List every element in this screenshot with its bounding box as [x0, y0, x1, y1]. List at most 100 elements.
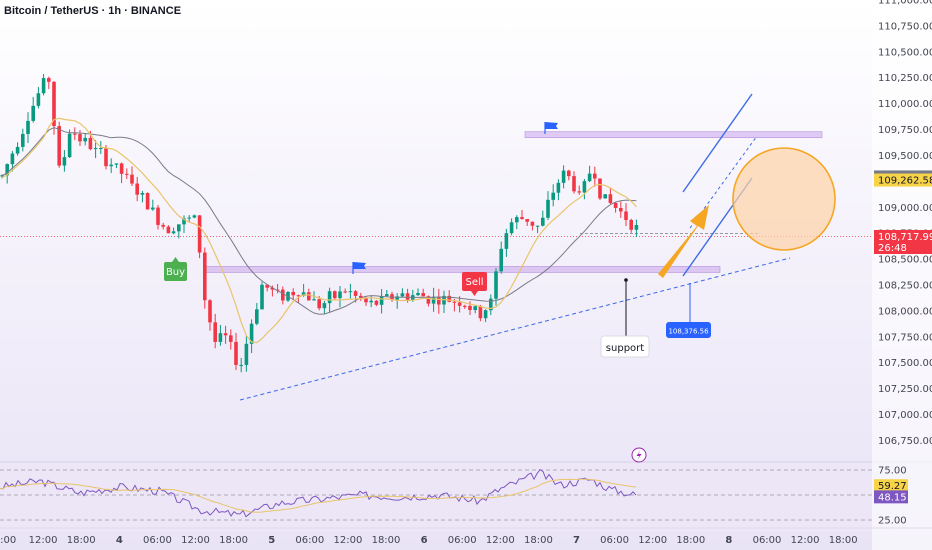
candle-body — [577, 191, 581, 193]
rsi-value-tag-text: 48.15 — [878, 492, 907, 503]
ascending-trendline[interactable] — [239, 257, 791, 401]
price-tag-text: 109,262.58 — [878, 176, 932, 187]
buy-label-pointer — [172, 257, 179, 262]
candle — [530, 221, 535, 231]
candle-body — [624, 211, 628, 220]
price-label-box — [666, 322, 711, 338]
candle-body — [473, 306, 477, 311]
candle — [457, 296, 462, 313]
candle-body — [457, 302, 462, 306]
up-arrow-icon[interactable] — [658, 205, 709, 278]
candle — [145, 192, 150, 210]
candle — [249, 319, 254, 354]
rsi-line — [0, 469, 637, 518]
candle-body — [125, 173, 129, 175]
target-circle[interactable] — [732, 147, 836, 251]
time-tick-label: 12:00 — [29, 535, 58, 546]
candle-body — [78, 134, 82, 142]
candle — [473, 305, 477, 314]
sell-label-pointer — [471, 291, 478, 296]
candle — [593, 166, 597, 187]
candle-body — [255, 309, 259, 324]
candle — [338, 285, 342, 308]
price-label[interactable]: 108,376.56 — [666, 322, 711, 338]
candle — [104, 144, 108, 170]
candle — [603, 194, 607, 199]
candle-body — [385, 294, 389, 296]
buy-label[interactable]: Buy — [164, 257, 187, 281]
time-tick-label: 12:00 — [486, 535, 515, 546]
candle — [509, 218, 514, 236]
time-tick-label: 18:00 — [524, 535, 553, 546]
candle-body — [520, 217, 524, 220]
candle-body — [249, 323, 254, 344]
candle-body — [265, 284, 269, 288]
price-tick-label: 107,500.00 — [878, 358, 932, 369]
price-tick-label: 107,000.00 — [878, 410, 932, 421]
price-tick-label: 107,250.00 — [878, 384, 932, 395]
candle — [197, 215, 202, 259]
price-tick-label: 110,750.00 — [878, 21, 932, 32]
candle-body — [312, 299, 316, 301]
candle — [156, 204, 160, 230]
chart-title: Bitcoin / TetherUS · 1h · BINANCE — [4, 5, 182, 17]
sell-label-box — [462, 272, 487, 291]
candle-body — [114, 163, 119, 165]
flag-icon[interactable] — [544, 122, 558, 134]
candle-body — [47, 78, 51, 82]
candle-body — [619, 208, 623, 212]
candle — [608, 188, 613, 205]
candle-body — [270, 287, 275, 290]
price-tag-text: 108,717.99 — [878, 232, 932, 243]
candle-body — [67, 133, 72, 158]
candle-body — [499, 248, 503, 272]
sell-label-text: Sell — [465, 277, 483, 288]
support-zone[interactable] — [203, 266, 721, 273]
candle-body — [213, 322, 217, 342]
support-callout-box — [600, 335, 650, 358]
candle — [99, 141, 103, 155]
candle-body — [541, 217, 545, 226]
candle-body — [182, 218, 186, 225]
time-tick-label: 12:00 — [333, 535, 362, 546]
candle — [26, 112, 30, 144]
candle-body — [218, 333, 223, 342]
candle-body — [26, 120, 30, 134]
candle — [395, 293, 399, 309]
candle — [5, 163, 9, 184]
candle-body — [203, 252, 207, 301]
candle — [83, 133, 87, 146]
candle-body — [546, 199, 550, 218]
candle — [244, 335, 249, 372]
candle-body — [348, 291, 353, 293]
lightning-icon[interactable] — [631, 447, 647, 463]
candle-body — [104, 147, 108, 167]
price-tick-label: 109,000.00 — [878, 203, 932, 214]
candle-body — [177, 224, 181, 232]
price-tag-box — [874, 173, 932, 187]
candle — [619, 201, 623, 218]
sell-label[interactable]: Sell — [462, 272, 487, 296]
time-tick-label: 06:00 — [295, 535, 324, 546]
candle — [78, 130, 82, 146]
candle — [556, 179, 561, 201]
rsi-value-tag-box — [874, 479, 908, 493]
candle — [587, 165, 592, 183]
flag-icon[interactable] — [352, 262, 366, 274]
channel-upper-line[interactable] — [682, 93, 753, 193]
candle-body — [364, 297, 368, 303]
lightning-icon-bolt — [636, 450, 642, 460]
candle — [478, 304, 483, 322]
resistance-zone[interactable] — [524, 131, 823, 139]
candle-body — [317, 299, 321, 309]
candle — [47, 76, 51, 90]
time-tick-label: 12:00 — [791, 535, 820, 546]
candle-body — [296, 295, 301, 297]
candle — [52, 81, 56, 135]
candle-body — [504, 233, 509, 249]
candle-body — [431, 296, 436, 304]
candle-body — [301, 292, 306, 296]
candle — [166, 225, 171, 234]
support-callout[interactable]: support — [600, 335, 650, 358]
